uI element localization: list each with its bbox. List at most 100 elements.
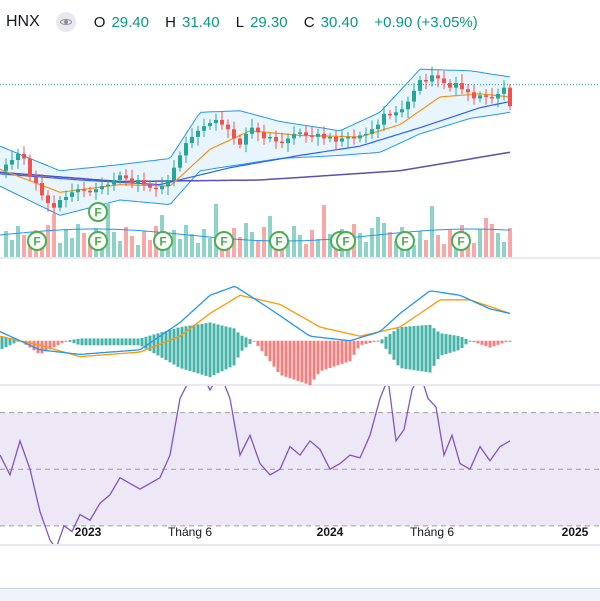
volume-bar: [496, 233, 500, 257]
macd-histogram-bar: [164, 331, 168, 361]
volume-bar: [388, 232, 392, 257]
macd-histogram-bar: [372, 340, 376, 343]
candle-body: [22, 153, 26, 159]
volume-bar: [358, 233, 362, 257]
volume-bar: [58, 243, 62, 257]
candle-body: [136, 180, 140, 184]
macd-histogram-bar: [492, 340, 496, 347]
volume-bar: [106, 203, 110, 257]
marker-circle: [153, 231, 173, 251]
candle-body: [70, 192, 74, 197]
candle-body: [460, 83, 464, 90]
macd-histogram-bar: [204, 323, 208, 376]
candle-body: [262, 132, 266, 139]
rsi-line: [0, 386, 511, 544]
volume-bar: [28, 244, 32, 257]
macd-histogram-bar: [252, 340, 256, 342]
macd-histogram-bar: [456, 335, 460, 351]
macd-histogram-bar: [384, 336, 388, 349]
volume-bar: [502, 242, 506, 257]
candle-body: [82, 189, 86, 191]
macd-histogram-bar: [36, 340, 40, 353]
macd-histogram-bar: [80, 338, 84, 346]
volume-bar: [262, 227, 266, 257]
macd-histogram-bar: [72, 339, 76, 344]
volume-bar: [148, 240, 152, 257]
macd-histogram-bar: [308, 340, 312, 386]
bollinger-upper-line: [0, 68, 511, 172]
time-tick-label: Tháng 6: [168, 525, 212, 539]
macd-histogram-bar: [488, 340, 492, 348]
macd-histogram-bar: [440, 333, 444, 356]
eye-icon[interactable]: [55, 12, 76, 32]
volume-bar: [178, 239, 182, 257]
macd-histogram-bar: [428, 324, 432, 373]
candle-body: [490, 96, 494, 99]
macd-histogram-bar: [176, 327, 180, 367]
macd-histogram-bar: [196, 324, 200, 374]
macd-histogram-bar: [484, 340, 488, 347]
candle-body: [220, 120, 224, 125]
volume-bar: [10, 240, 14, 257]
high-label: H: [165, 13, 177, 31]
volume-bar: [136, 245, 140, 257]
macd-histogram-bar: [344, 340, 348, 363]
macd-histogram-bar: [364, 340, 368, 344]
macd-histogram-bar: [296, 340, 300, 381]
ohlc-readout: O 29.40 H 31.40 L 29.30 C 30.40 +0.90 (+3.05…: [94, 14, 484, 31]
candle-body: [226, 124, 230, 130]
volume-bar: [190, 234, 194, 257]
candle-body: [166, 180, 170, 187]
volume-bar: [310, 230, 314, 257]
time-tick-label: 2025: [562, 525, 589, 539]
macd-histogram-bar: [452, 335, 456, 352]
volume-bar: [412, 245, 416, 257]
candle-body: [280, 141, 284, 144]
volume-bar: [298, 235, 302, 257]
macd-histogram-bar: [328, 340, 332, 368]
volume-bar: [52, 214, 56, 257]
volume-bar: [76, 224, 80, 257]
volume-bar: [112, 232, 116, 257]
candle-body: [208, 123, 212, 127]
macd-histogram-bar: [192, 324, 196, 373]
bollinger-lower-line: [0, 111, 511, 216]
macd-histogram-bar: [476, 340, 480, 344]
bottom-scroll-bar[interactable]: [0, 588, 600, 601]
macd-histogram-bar: [424, 325, 428, 372]
candle-body: [148, 184, 152, 188]
candle-body: [76, 189, 80, 193]
volume-bar: [214, 204, 218, 257]
candle-body: [346, 136, 350, 139]
macd-histogram-bar: [348, 340, 352, 362]
volume-bar: [394, 241, 398, 257]
macd-histogram-bar: [144, 336, 148, 349]
volume-bar: [118, 241, 122, 257]
macd-histogram-bar: [112, 338, 116, 346]
volume-bar: [82, 233, 86, 257]
marker-circle: [88, 202, 108, 222]
volume-bar: [448, 230, 452, 257]
volume-bar: [22, 235, 26, 257]
macd-histogram-bar: [368, 340, 372, 343]
volume-bar: [88, 242, 92, 257]
macd-histogram-bar: [40, 340, 44, 354]
macd-histogram-bar: [108, 338, 112, 346]
candle-body: [340, 138, 344, 142]
symbol-label[interactable]: HNX: [6, 13, 40, 30]
macd-histogram-bar: [480, 340, 484, 345]
candle-body: [328, 136, 332, 139]
candle-body: [334, 136, 338, 142]
candle-body: [274, 136, 278, 142]
macd-histogram-bar: [136, 338, 140, 346]
macd-histogram-bar: [248, 339, 252, 344]
candle-body: [100, 186, 104, 190]
macd-histogram-bar: [96, 338, 100, 346]
macd-histogram-bar: [468, 340, 472, 342]
macd-histogram-bar: [356, 340, 360, 349]
candle-body: [160, 186, 164, 190]
macd-histogram-bar: [392, 331, 396, 360]
volume-bar: [172, 230, 176, 257]
volume-bar: [292, 226, 296, 257]
volume-bar: [508, 228, 512, 257]
